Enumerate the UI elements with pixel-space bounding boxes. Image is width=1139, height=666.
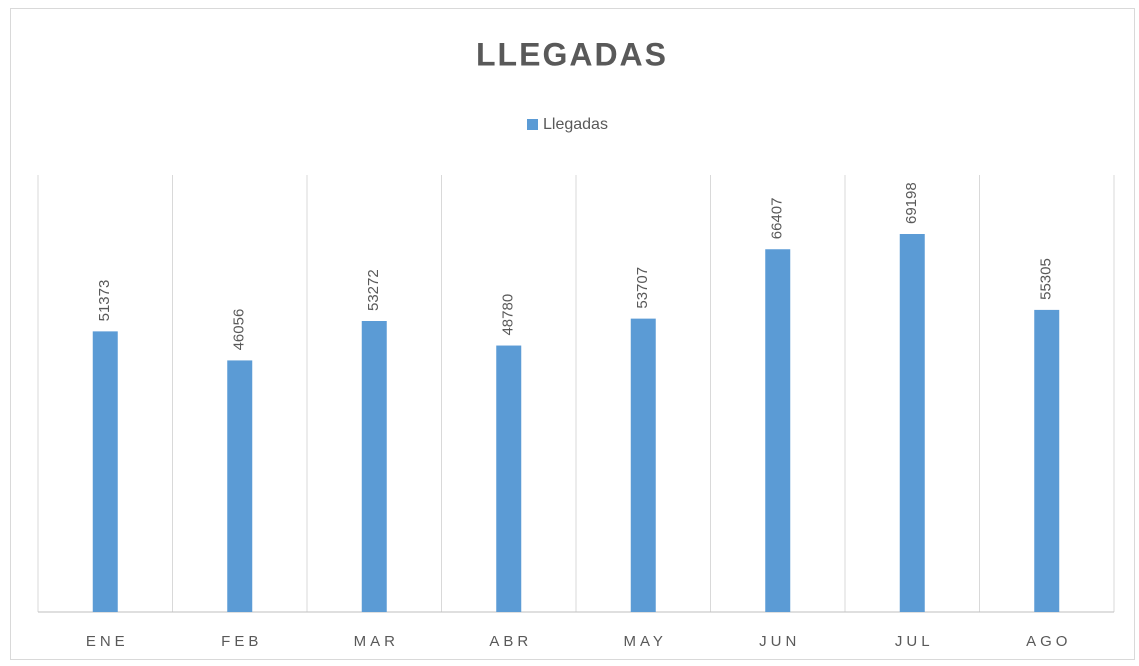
chart-title: LLEGADAS <box>476 36 668 72</box>
bar <box>765 249 791 612</box>
x-tick-label: ENE <box>86 633 129 650</box>
value-label: 55305 <box>1038 258 1055 300</box>
x-tick-label: JUN <box>759 633 800 650</box>
bar <box>361 321 387 612</box>
x-tick-label: MAY <box>624 633 667 650</box>
bar <box>1034 309 1060 612</box>
bar <box>899 234 925 612</box>
value-label: 66407 <box>769 198 786 240</box>
bar <box>630 318 656 612</box>
bar <box>227 360 253 612</box>
x-tick-label: AGO <box>1026 633 1071 650</box>
legend-swatch <box>527 119 538 130</box>
bar <box>496 345 522 612</box>
chart-border <box>10 8 1135 660</box>
x-tick-label: MAR <box>354 633 399 650</box>
legend-label: Llegadas <box>543 116 608 133</box>
x-tick-label: FEB <box>221 633 262 650</box>
x-tick-label: JUL <box>895 633 934 650</box>
value-label: 51373 <box>96 280 113 322</box>
bar <box>92 331 118 612</box>
value-label: 69198 <box>903 182 920 224</box>
value-label: 46056 <box>231 309 248 351</box>
value-label: 48780 <box>500 294 517 336</box>
value-label: 53707 <box>634 267 651 309</box>
value-label: 53272 <box>365 269 382 311</box>
x-tick-label: ABR <box>489 633 532 650</box>
